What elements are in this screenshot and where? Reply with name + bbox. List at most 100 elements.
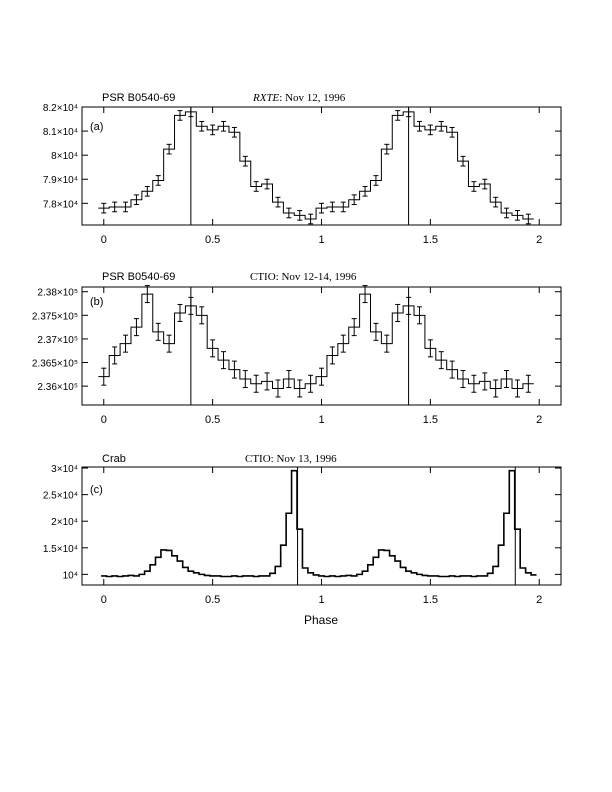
panel-b-error-bar [177,303,183,322]
panel-c-x-tick-label: 1.5 [423,594,438,606]
panel-b-error-bar [286,370,292,389]
panel-c-frame [81,466,562,586]
panel-a-y-tick-label: 8.2×10⁴ [43,103,78,114]
panel-a-error-bar [177,110,183,121]
panel-a-title: RXTE: Nov 12, 1996 [252,92,346,104]
panel-a-y-tick-label: 7.9×10⁴ [43,175,78,186]
panel-a-source-label: PSR B0540-69 [102,92,175,104]
panel-c-source-label: Crab [102,453,126,465]
panel-a-error-bar [362,185,368,197]
panel-b-error-bar [231,360,237,379]
panel-c-x-tick-label: 0.5 [205,594,220,606]
panel-a-error-bar [253,181,259,192]
panel-a-error-bar [112,201,118,213]
panel-b-y-tick-label: 2.36×10⁵ [37,382,78,393]
panel-a-error-bar [242,155,248,167]
panel-a-error-bar [493,196,499,208]
panel-a-error-bar [514,210,520,221]
panel-b-error-bar [188,296,194,315]
panel-b-error-bar [144,285,150,304]
panel-a-error-bar [351,194,357,206]
panel-c-y-tick-label: 2.5×10⁴ [43,491,78,502]
panel-b-x-tick-label: 2 [536,414,542,426]
panel-a-y-tick-label: 7.8×10⁴ [43,199,78,210]
panel-b-error-bar [308,374,314,393]
panel-a-error-bar [460,155,466,167]
panel-b-error-bar [514,379,520,398]
panel-a-error-bar [286,207,292,219]
panel-a-x-tick-label: 2 [536,234,542,246]
panel-b-error-bar [242,370,248,389]
panel-b-error-bar [155,322,161,341]
panel-c-x-axis-label: Phase [304,613,338,627]
panel-b-error-bar [101,367,107,386]
panel-b-x-tick-label: 1.5 [423,414,438,426]
panel-c-x-tick-label: 0 [101,594,107,606]
panel-c-title-suffix: CTIO: Nov 13, 1996 [245,453,337,465]
panel-c-y-tick-label: 3×10⁴ [51,464,78,475]
panel-a-error-bar [133,194,139,206]
panel-c-histogram-line [101,469,537,578]
panel-b-histogram-line [98,293,534,389]
panel-a-error-bar [438,120,444,132]
panel-a-x-tick-label: 0.5 [205,234,220,246]
panel-c-label: (c) [90,484,103,496]
panel-b-error-bar [297,379,303,398]
panel-a-error-bar [264,178,270,190]
panel-a-x-tick-label: 0 [101,234,107,246]
panel-a-y-tick-label: 8.1×10⁴ [43,127,78,138]
panel-a-error-bar [319,202,324,214]
panel-b-error-bar [221,351,227,370]
panel-a-label: (a) [90,121,103,133]
panel-a-error-bar [123,201,129,213]
panel-b-y-tick-label: 2.37×10⁵ [37,335,78,346]
panel-a-error-bar [504,207,510,219]
panel-a-title-suffix: : Nov 12, 1996 [279,92,346,104]
panel-b-error-bar [373,322,379,341]
panel-b-error-bar [471,374,477,393]
panel-b-error-bar [395,303,401,322]
panel-a-error-bar [373,175,379,186]
panel-c-title: CTIO: Nov 13, 1996 [245,453,337,465]
panel-a-error-bar [482,178,488,190]
panel-b-error-bar [438,351,444,370]
panel-b-x-tick-label: 0 [101,414,107,426]
panel-b-error-bar [123,334,129,353]
panel-c-marks: 0 0.5 1 1.5 2 10⁴ 1.5×10⁴ 2×10⁴ 2.5×10⁴ 3×10⁴ [43,464,561,606]
panel-b-y-tick-label: 2.375×10⁵ [32,311,78,322]
panel-b-error-bar [210,339,216,358]
panel-b-title-suffix: CTIO: Nov 12-14, 1996 [250,271,357,283]
panel-b-error-bar [449,360,455,379]
panel-b-error-bar [264,372,270,391]
panel-b-error-bar [504,370,510,389]
panel-b-y-tick-label: 2.365×10⁵ [32,359,78,370]
panel-a-error-bar [221,120,227,132]
panel-b-error-bar [416,306,422,325]
panel-b-frame [81,286,562,406]
panel-a-error-bar [210,124,216,136]
panel-a-error-bar [155,175,161,186]
panel-a-x-tick-label: 1.5 [423,234,438,246]
panel-c-y-tick-label: 10⁴ [63,570,78,581]
panel-a-error-bar [308,213,314,225]
panel-b-error-bar [329,346,335,365]
panel-b-error-bar [166,334,172,353]
panel-b-error-bar [253,374,259,393]
panel-a-error-bar [525,213,531,225]
panel-b-error-bar [427,339,433,358]
panel-b-source-label: PSR B0540-69 [102,271,175,283]
panel-b: (b) PSR B0540-69 CTIO: Nov 12-14, 1996 0… [32,271,562,426]
panel-b-x-tick-label: 1 [318,414,324,426]
panel-b-error-bar [493,379,499,398]
panel-c-y-tick-label: 2×10⁴ [51,517,78,528]
panel-b-error-bar [319,367,324,386]
panel-a-error-bar [297,210,303,221]
panel-b-error-bar [525,374,531,393]
panel-a-error-bar [199,120,205,132]
panel-a-error-bar [406,106,412,118]
panel-b-error-bar [275,379,281,398]
panel-c-x-tick-label: 2 [536,594,542,606]
panel-a: (a) PSR B0540-69 RXTE: Nov 12, 1996 0 0.5… [43,92,562,246]
panel-b-error-bar [112,346,118,365]
panel-b-y-tick-label: 2.38×10⁵ [37,288,78,299]
